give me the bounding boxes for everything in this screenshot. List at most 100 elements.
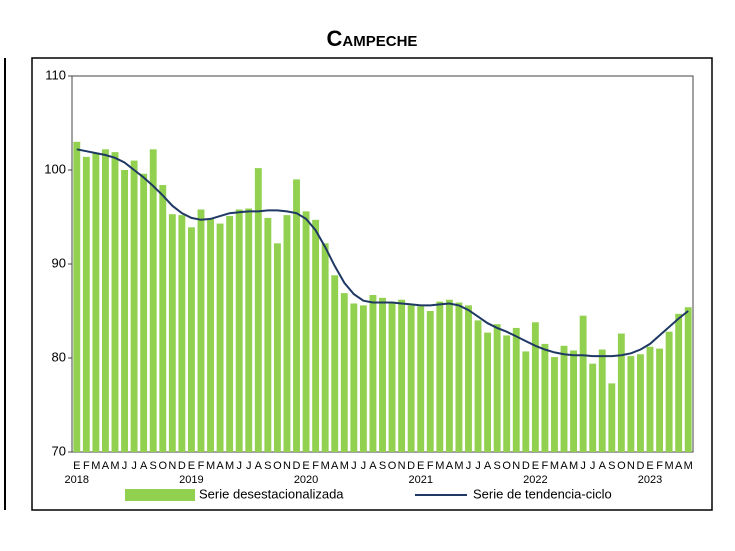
- bar: [101, 149, 109, 452]
- bar: [235, 209, 243, 452]
- x-tick-label: A: [140, 460, 148, 472]
- x-tick-label: N: [168, 460, 176, 472]
- bar: [82, 156, 90, 452]
- bar: [293, 179, 300, 452]
- x-tick-label: J: [466, 460, 472, 472]
- x-tick-label: A: [369, 460, 377, 472]
- bar: [598, 349, 606, 452]
- x-tick-label: F: [312, 460, 319, 472]
- bar: [503, 335, 511, 452]
- bar: [283, 215, 291, 452]
- bar: [560, 345, 568, 452]
- bar: [312, 219, 320, 452]
- x-tick-label: O: [388, 460, 397, 472]
- x-tick-label: N: [283, 460, 291, 472]
- x-tick-label: E: [302, 460, 309, 472]
- bar: [130, 160, 138, 452]
- bar: [369, 295, 377, 452]
- x-tick-label: A: [599, 460, 607, 472]
- bar: [140, 173, 148, 452]
- bar: [398, 299, 406, 452]
- bar: [465, 305, 472, 452]
- x-tick-label: J: [131, 460, 137, 472]
- x-tick-label: N: [398, 460, 406, 472]
- bar: [321, 243, 329, 452]
- bar: [512, 327, 520, 452]
- chart-frame: [31, 57, 713, 511]
- x-tick-label: M: [110, 460, 119, 472]
- x-tick-label: E: [532, 460, 539, 472]
- bar: [359, 305, 367, 452]
- x-tick-label: A: [331, 460, 339, 472]
- bar: [149, 149, 157, 452]
- year-label: 2019: [179, 474, 203, 486]
- bar: [570, 350, 578, 452]
- x-tick-label: E: [188, 460, 195, 472]
- bar: [264, 217, 272, 452]
- bar: [646, 346, 654, 452]
- y-tick-label: 100: [44, 161, 66, 176]
- bar: [121, 170, 128, 452]
- bar: [484, 332, 492, 452]
- bar: [579, 315, 587, 452]
- x-tick-label: J: [580, 460, 586, 472]
- x-tick-label: A: [484, 460, 492, 472]
- bar: [436, 301, 444, 452]
- bar: [379, 297, 386, 452]
- year-label: 2023: [638, 474, 662, 486]
- bar: [617, 333, 625, 452]
- bar: [216, 223, 224, 452]
- x-tick-label: M: [569, 460, 578, 472]
- bar: [474, 320, 482, 452]
- bar: [589, 363, 597, 452]
- x-tick-label: D: [636, 460, 644, 472]
- x-tick-label: D: [178, 460, 186, 472]
- x-tick-label: J: [351, 460, 357, 472]
- x-tick-label: S: [264, 460, 271, 472]
- x-tick-label: S: [608, 460, 615, 472]
- bar: [302, 211, 310, 452]
- legend-label: Serie de tendencia-ciclo: [473, 486, 612, 501]
- x-tick-label: J: [236, 460, 242, 472]
- y-tick-label: 110: [45, 67, 66, 82]
- year-label: 2021: [408, 474, 432, 486]
- bar: [350, 303, 358, 452]
- x-tick-label: O: [158, 460, 167, 472]
- bar: [197, 209, 205, 452]
- x-tick-label: A: [255, 460, 263, 472]
- bar: [226, 216, 234, 452]
- bar: [627, 356, 635, 452]
- x-tick-label: J: [361, 460, 367, 472]
- bar: [178, 215, 186, 452]
- x-tick-label: M: [684, 460, 693, 472]
- x-tick-label: A: [446, 460, 454, 472]
- x-tick-label: J: [590, 460, 596, 472]
- x-tick-label: D: [293, 460, 301, 472]
- bar: [551, 357, 558, 452]
- x-tick-label: D: [522, 460, 530, 472]
- bar: [426, 311, 434, 452]
- x-tick-label: A: [216, 460, 224, 472]
- y-tick-label: 80: [52, 349, 66, 364]
- bar: [531, 322, 539, 452]
- x-tick-label: M: [435, 460, 444, 472]
- x-tick-label: E: [646, 460, 653, 472]
- x-tick-label: A: [560, 460, 568, 472]
- x-tick-label: O: [502, 460, 511, 472]
- x-tick-label: F: [542, 460, 549, 472]
- x-tick-label: O: [273, 460, 282, 472]
- chart-title: Campeche: [327, 26, 418, 51]
- bar: [331, 275, 339, 452]
- x-tick-label: F: [198, 460, 205, 472]
- x-tick-label: E: [73, 460, 80, 472]
- x-tick-label: M: [454, 460, 463, 472]
- bar: [273, 243, 281, 452]
- bar: [656, 348, 664, 452]
- bar: [207, 218, 214, 452]
- trend-line: [76, 148, 689, 358]
- bar: [684, 307, 692, 452]
- bar: [665, 331, 673, 452]
- bar: [168, 214, 176, 452]
- bar: [455, 302, 463, 452]
- bar: [445, 299, 453, 452]
